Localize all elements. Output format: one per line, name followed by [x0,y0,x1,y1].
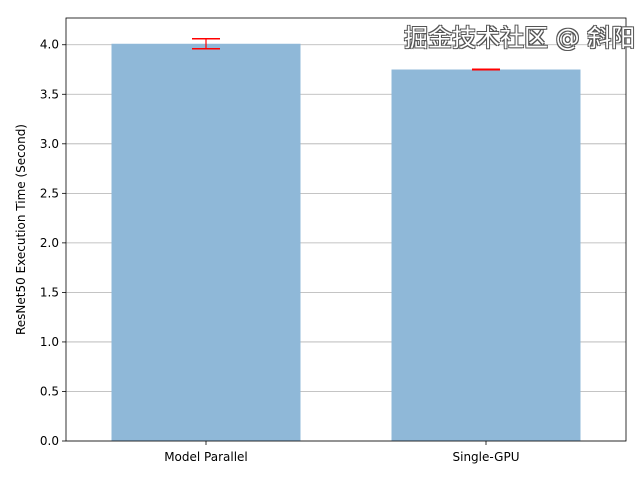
y-tick-label: 4.0 [40,38,59,52]
y-tick-label: 0.5 [40,384,59,398]
y-tick-label: 0.0 [40,434,59,448]
axes-frame [65,17,627,442]
bar [111,43,301,441]
y-axis-label: ResNet50 Execution Time (Second) [14,124,28,335]
y-tick-label: 2.0 [40,236,59,250]
y-tick-label: 3.5 [40,87,59,101]
x-tick-label: Single-GPU [453,450,520,464]
y-tick-label: 1.5 [40,285,59,299]
y-tick-label: 2.5 [40,186,59,200]
bar [391,69,581,441]
y-tick-label: 1.0 [40,335,59,349]
x-tick-label: Model Parallel [164,450,248,464]
y-tick-label: 3.0 [40,137,59,151]
watermark: 掘金技术社区 @ 斜阳 [404,24,636,52]
